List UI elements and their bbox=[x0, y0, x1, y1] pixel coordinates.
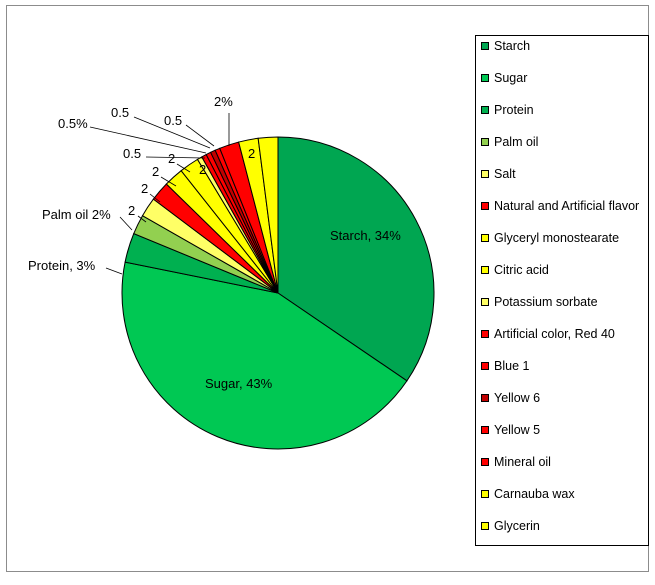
leader-line bbox=[149, 193, 161, 203]
legend-swatch bbox=[481, 330, 489, 338]
legend-label: Starch bbox=[494, 39, 531, 53]
data-label: Starch, 34% bbox=[330, 228, 401, 243]
data-label: Palm oil 2% bbox=[42, 207, 111, 222]
legend-label: Natural and Artificial flavor bbox=[494, 199, 640, 213]
legend-swatch bbox=[481, 490, 489, 498]
legend: Starch Sugar Protein Palm oil Salt Natural an… bbox=[475, 35, 649, 546]
data-label: 2 bbox=[168, 151, 175, 166]
legend-label: Blue 1 bbox=[494, 359, 530, 373]
legend-label: Salt bbox=[494, 167, 516, 181]
legend-label: Citric acid bbox=[494, 263, 549, 277]
data-label: 2 bbox=[199, 162, 206, 177]
data-label: 2 bbox=[141, 181, 148, 196]
legend-swatch bbox=[481, 266, 489, 274]
legend-swatch bbox=[481, 202, 489, 210]
legend-swatch bbox=[481, 138, 489, 146]
leader-line bbox=[105, 267, 123, 275]
leader-line bbox=[176, 163, 191, 173]
legend-label: Glycerin bbox=[494, 519, 540, 533]
leader-line bbox=[160, 176, 177, 187]
data-label: 2% bbox=[214, 94, 233, 109]
leader-line bbox=[89, 126, 207, 154]
legend-label: Mineral oil bbox=[494, 455, 551, 469]
data-label: 0.5% bbox=[58, 116, 88, 131]
legend-swatch bbox=[481, 522, 489, 530]
legend-label: Sugar bbox=[494, 71, 528, 85]
data-label: Sugar, 43% bbox=[205, 376, 273, 391]
leader-line bbox=[119, 216, 133, 231]
data-label: Protein, 3% bbox=[28, 258, 96, 273]
leader-line bbox=[185, 124, 215, 147]
legend-label: Carnauba wax bbox=[494, 487, 575, 501]
legend-swatch bbox=[481, 426, 489, 434]
data-label: 0.5 bbox=[123, 146, 141, 161]
pie-slice-glycerin bbox=[257, 136, 279, 294]
legend-label: Artificial color, Red 40 bbox=[494, 327, 615, 341]
leader-line bbox=[137, 215, 147, 223]
leader-line bbox=[145, 156, 206, 159]
pie-slice-starch bbox=[277, 136, 435, 382]
data-label: 0.5 bbox=[164, 113, 182, 128]
legend-swatch bbox=[481, 362, 489, 370]
legend-label: Yellow 6 bbox=[494, 391, 541, 405]
legend-label: Glyceryl monostearate bbox=[494, 231, 620, 245]
legend-swatch bbox=[481, 458, 489, 466]
legend-label: Yellow 5 bbox=[494, 423, 541, 437]
data-label: 0.5 bbox=[111, 105, 129, 120]
legend-swatch bbox=[481, 234, 489, 242]
data-label: 2 bbox=[248, 146, 255, 161]
legend-swatch bbox=[481, 170, 489, 178]
legend-swatch bbox=[481, 74, 489, 82]
legend-swatch bbox=[481, 42, 489, 50]
legend-swatch bbox=[481, 394, 489, 402]
legend-swatch bbox=[481, 298, 489, 306]
legend-label: Protein bbox=[494, 103, 534, 117]
legend-swatch bbox=[481, 106, 489, 114]
data-label: 2 bbox=[152, 164, 159, 179]
legend-label: Palm oil bbox=[494, 135, 539, 149]
data-label: 2 bbox=[128, 203, 135, 218]
legend-label: Potassium sorbate bbox=[494, 295, 598, 309]
pie-slice-sugar bbox=[121, 261, 408, 450]
leader-line bbox=[133, 116, 211, 149]
